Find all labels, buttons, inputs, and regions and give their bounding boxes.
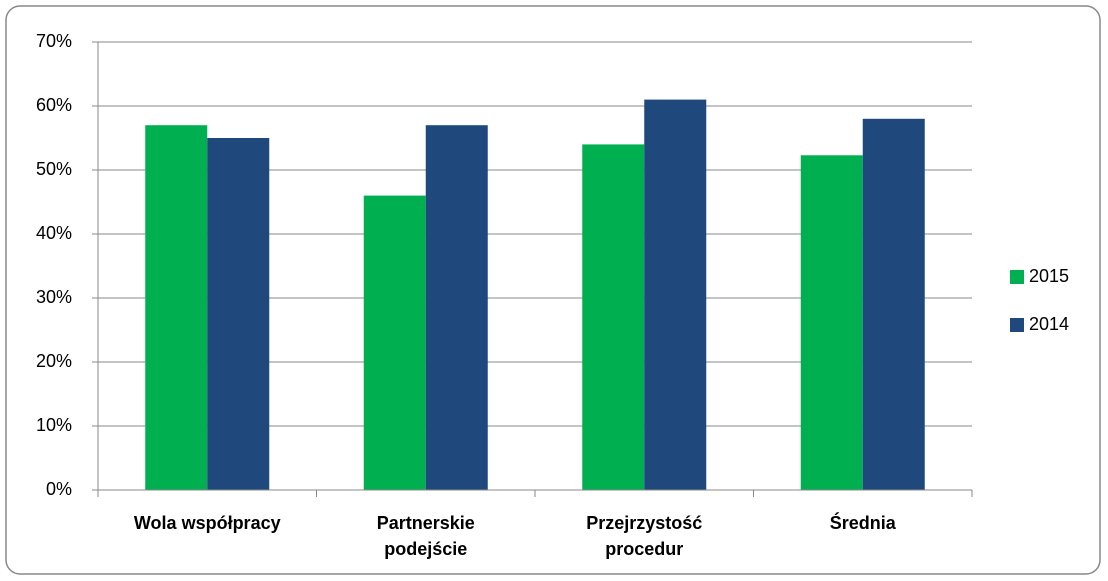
bar <box>862 118 925 491</box>
bar <box>800 155 863 490</box>
x-tick-label: Partnerskie podejście <box>376 513 475 559</box>
y-tick-label: 30% <box>36 287 72 307</box>
y-tick-label: 10% <box>36 415 72 435</box>
x-tick-label: Przejrzystość procedur <box>586 513 703 559</box>
bar <box>145 125 208 490</box>
x-tick-label: Wola współpracy <box>133 513 281 533</box>
y-tick-label: 40% <box>36 223 72 243</box>
bar <box>644 99 707 490</box>
legend-label: 2014 <box>1029 314 1069 334</box>
bar <box>207 138 270 490</box>
bar <box>425 125 488 490</box>
legend-swatch <box>1010 270 1024 284</box>
y-tick-label: 50% <box>36 159 72 179</box>
y-tick-label: 70% <box>36 31 72 51</box>
bar <box>363 195 426 490</box>
y-tick-label: 0% <box>46 479 72 499</box>
legend-swatch <box>1010 318 1024 332</box>
y-tick-label: 60% <box>36 95 72 115</box>
y-tick-label: 20% <box>36 351 72 371</box>
x-tick-label: Średnia <box>829 513 896 533</box>
bar <box>582 144 645 490</box>
legend-label: 2015 <box>1029 266 1069 286</box>
